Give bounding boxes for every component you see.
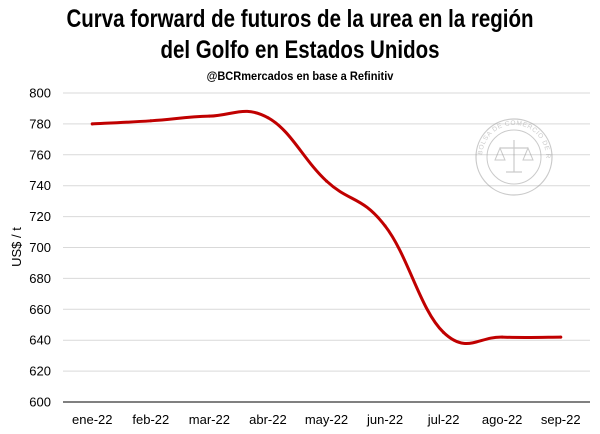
- series-line: [90, 109, 563, 345]
- y-tick-label: 780: [29, 116, 51, 131]
- x-tick-label: abr-22: [249, 412, 287, 427]
- x-tick-label: jun-22: [366, 412, 403, 427]
- chart-title-line-2: del Golfo en Estados Unidos: [160, 36, 440, 64]
- y-tick-label: 640: [29, 333, 51, 348]
- watermark-text: BOLSA DE COMERCIO DE ROSARIO: [0, 0, 550, 159]
- x-tick-label: mar-22: [189, 412, 230, 427]
- data-point: [266, 116, 270, 120]
- y-tick-label: 620: [29, 364, 51, 379]
- data-point: [207, 114, 211, 118]
- data-point: [90, 122, 94, 126]
- data-point: [325, 179, 328, 183]
- gridlines: [63, 92, 590, 372]
- y-tick-label: 680: [29, 271, 51, 286]
- y-tick-label: 600: [29, 395, 51, 410]
- x-tick-label: ene-22: [72, 412, 112, 427]
- x-tick-labels: ene-22 feb-22 mar-22 abr-22 may-22 jun-22 jul-…: [72, 412, 581, 427]
- y-tick-label: 760: [29, 147, 51, 162]
- y-tick-label: 800: [29, 86, 51, 101]
- x-tick-label: jul-22: [427, 412, 460, 427]
- x-tick-label: may-22: [305, 412, 348, 427]
- x-tick-label: ago-22: [482, 412, 522, 427]
- series-group: [90, 109, 563, 345]
- data-point: [559, 335, 563, 339]
- y-tick-label: 720: [29, 209, 51, 224]
- data-point: [442, 330, 446, 334]
- x-tick-label: feb-22: [132, 412, 169, 427]
- data-point: [149, 119, 153, 123]
- y-axis-label: US$ / t: [9, 227, 24, 267]
- bcr-seal-watermark: BOLSA DE COMERCIO DE ROSARIO: [0, 0, 553, 196]
- y-tick-label: 700: [29, 240, 51, 255]
- svg-text:BOLSA DE COMERCIO DE ROSARIO: BOLSA DE COMERCIO DE ROSARIO: [0, 0, 551, 159]
- chart-title-line-1: Curva forward de futuros de la urea en l…: [66, 5, 534, 33]
- y-tick-label: 740: [29, 178, 51, 193]
- title-block: Curva forward de futuros de la urea en l…: [0, 4, 600, 83]
- chart-subtitle: @BCRmercados en base a Refinitiv: [206, 69, 394, 83]
- y-tick-label: 660: [29, 302, 51, 317]
- y-tick-labels: 600 620 640 660 680 700 720 740 760 780 800: [29, 86, 51, 410]
- data-point: [383, 224, 387, 228]
- x-tick-label: sep-22: [541, 412, 581, 427]
- data-point: [500, 335, 504, 339]
